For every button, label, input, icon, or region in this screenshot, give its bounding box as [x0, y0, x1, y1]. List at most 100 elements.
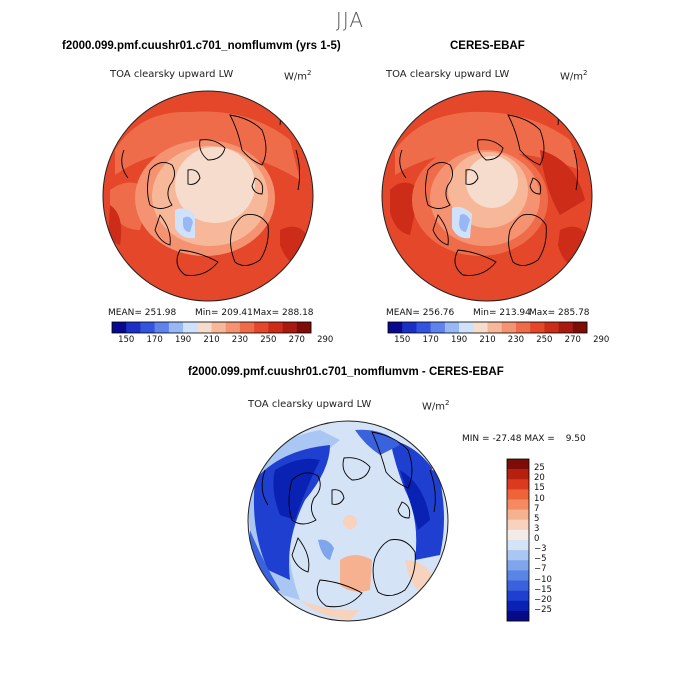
difference-colorbar-tick-label: −20 — [534, 594, 552, 605]
difference-colorbar-tick-label: 0 — [534, 534, 540, 544]
left-units: W/m2 — [284, 69, 312, 83]
difference-colorbar-tick-label: 15 — [534, 483, 545, 494]
right-colorbar-swatch — [572, 322, 588, 333]
diff-min-max: MIN = -27.48 MAX = 9.50 — [462, 434, 586, 444]
left-colorbar-swatch — [296, 322, 312, 333]
right-colorbar-tick-label: 150 — [394, 335, 411, 345]
left-colorbar-tick-label: 210 — [203, 335, 220, 345]
left-colorbar-swatch — [126, 322, 141, 333]
right-colorbar-tick-label: 210 — [479, 335, 496, 345]
right-units: W/m2 — [560, 69, 588, 83]
left-colorbar-swatch — [197, 322, 212, 333]
left-max: Max= 288.18 — [253, 308, 314, 318]
left-colorbar-swatch — [239, 322, 255, 333]
left-map — [103, 91, 313, 301]
left-colorbar-swatch — [282, 322, 298, 333]
left-colorbar-swatch — [168, 322, 184, 333]
difference-colorbar-swatch — [507, 580, 529, 591]
left-colorbar-frame — [111, 321, 312, 334]
difference-colorbar-swatch — [507, 469, 529, 480]
left-panel-title: f2000.099.pmf.cuushr01.c701_nomflumvm (y… — [62, 40, 341, 52]
difference-colorbar-swatch — [507, 489, 529, 500]
right-colorbar-tick-label: 250 — [536, 335, 553, 345]
season-title: JJA — [335, 8, 365, 32]
right-colorbar-tick-label: 230 — [507, 335, 525, 345]
right-colorbar — [387, 321, 588, 334]
left-colorbar-swatch — [254, 322, 269, 333]
difference-colorbar-tick-label: −5 — [534, 554, 547, 565]
difference-map — [248, 421, 448, 621]
right-colorbar-frame — [387, 321, 588, 334]
right-colorbar-swatch — [515, 322, 531, 333]
left-colorbar — [111, 321, 312, 334]
difference-colorbar-swatch — [507, 519, 529, 531]
left-colorbar-tick-label: 250 — [260, 335, 277, 345]
left-colorbar-swatch — [112, 322, 127, 333]
right-mean: MEAN= 256.76 — [386, 308, 455, 318]
left-mean: MEAN= 251.98 — [108, 308, 177, 318]
difference-colorbar-swatch — [507, 479, 529, 490]
difference-colorbar-tick-label: 5 — [534, 513, 540, 524]
left-colorbar-tick-label: 290 — [317, 335, 334, 345]
right-colorbar-swatch — [430, 322, 446, 333]
right-colorbar-swatch — [402, 322, 417, 333]
difference-colorbar-tick-label: 7 — [534, 503, 540, 514]
difference-colorbar-tick-label: 20 — [534, 473, 545, 484]
right-colorbar-swatch — [444, 322, 460, 333]
right-variable-label: TOA clearsky upward LW — [386, 69, 510, 80]
right-panel-title: CERES-EBAF — [450, 40, 525, 52]
right-colorbar-tick-label: 170 — [422, 335, 439, 345]
difference-colorbar-swatch — [507, 509, 529, 521]
right-map — [382, 91, 592, 301]
left-colorbar-tick-label: 230 — [231, 335, 249, 345]
diff-variable-label: TOA clearsky upward LW — [248, 399, 372, 410]
right-colorbar-swatch — [459, 322, 474, 333]
difference-colorbar — [506, 458, 530, 622]
difference-colorbar-tick-label: 10 — [534, 493, 545, 504]
left-colorbar-tick-label: 170 — [146, 335, 163, 345]
difference-colorbar-swatch — [507, 529, 529, 541]
right-max: Max= 285.78 — [529, 308, 590, 318]
right-colorbar-tick-label: 270 — [564, 335, 581, 345]
right-colorbar-swatch — [487, 322, 503, 333]
difference-colorbar-tick-label: −10 — [534, 574, 552, 585]
difference-colorbar-swatch — [507, 610, 529, 622]
right-colorbar-tick-label: 190 — [450, 335, 468, 345]
left-colorbar-tick-label: 270 — [288, 335, 305, 345]
difference-colorbar-tick-label: −3 — [534, 544, 547, 555]
difference-colorbar-swatch — [507, 570, 529, 581]
difference-colorbar-swatch — [507, 550, 529, 561]
difference-colorbar-swatch — [507, 560, 529, 571]
difference-colorbar-swatch — [507, 499, 529, 510]
left-colorbar-swatch — [268, 322, 283, 333]
left-colorbar-tick-label: 150 — [118, 335, 135, 345]
difference-colorbar-swatch — [507, 540, 529, 551]
right-min: Min= 213.94 — [473, 308, 531, 318]
right-colorbar-swatch — [558, 322, 574, 333]
right-colorbar-swatch — [544, 322, 559, 333]
difference-colorbar-swatch — [507, 459, 529, 470]
diff-panel-title: f2000.099.pmf.cuushr01.c701_nomflumvm - … — [188, 366, 504, 378]
difference-colorbar-tick-label: 3 — [534, 523, 540, 534]
left-colorbar-swatch — [154, 322, 170, 333]
right-colorbar-swatch — [388, 322, 403, 333]
right-colorbar-swatch — [501, 322, 517, 333]
right-colorbar-swatch — [530, 322, 545, 333]
difference-colorbar-swatch — [507, 600, 529, 612]
difference-colorbar-tick-label: −15 — [534, 584, 552, 595]
right-colorbar-swatch — [473, 322, 488, 333]
right-colorbar-swatch — [416, 322, 431, 333]
difference-colorbar-frame — [506, 458, 530, 622]
difference-colorbar-tick-label: −25 — [534, 604, 552, 615]
left-colorbar-swatch — [225, 322, 241, 333]
left-min: Min= 209.41 — [195, 308, 253, 318]
left-colorbar-tick-label: 190 — [174, 335, 192, 345]
diff-units: W/m2 — [422, 399, 450, 413]
left-colorbar-swatch — [211, 322, 227, 333]
difference-colorbar-swatch — [507, 590, 529, 602]
left-colorbar-swatch — [140, 322, 155, 333]
right-colorbar-tick-label: 290 — [593, 335, 610, 345]
left-colorbar-swatch — [183, 322, 198, 333]
